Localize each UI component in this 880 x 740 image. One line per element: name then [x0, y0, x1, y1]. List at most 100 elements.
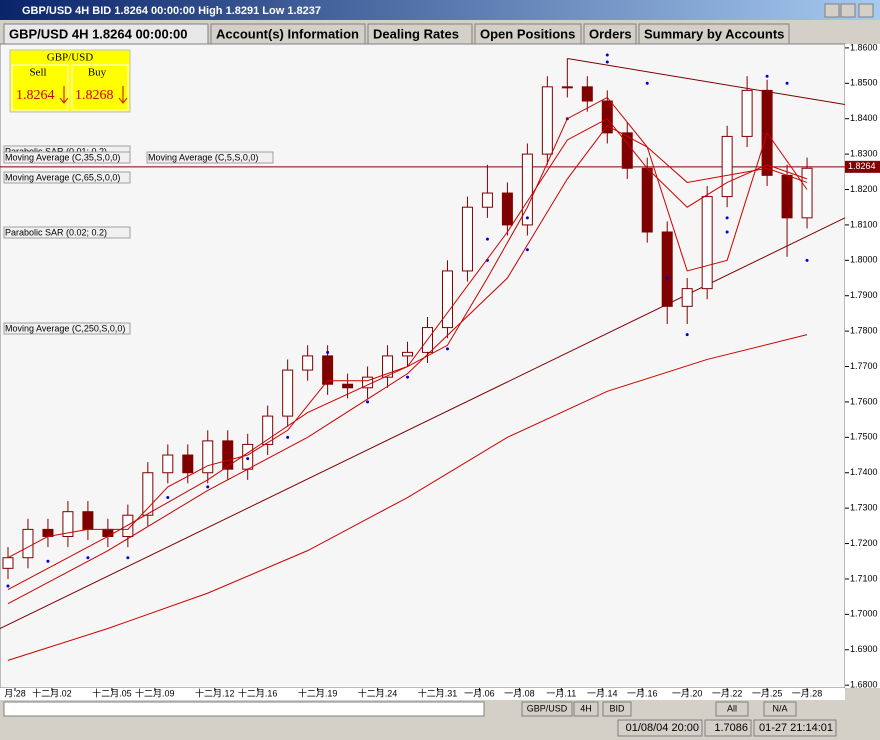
status-text: 1.7086	[714, 722, 748, 734]
sar-dot	[665, 276, 669, 280]
sar-dot	[86, 556, 90, 560]
candle-body	[62, 511, 74, 537]
x-tick-label: 一月.22	[712, 688, 743, 698]
close-button[interactable]	[858, 3, 874, 18]
sar-dot	[605, 53, 609, 57]
plot-area	[0, 43, 846, 689]
candle-body	[222, 440, 234, 470]
y-tick-label: 1.7800	[850, 326, 878, 336]
candle-body	[561, 86, 573, 89]
candle-body	[122, 514, 134, 537]
x-tick-label: 一月.14	[587, 688, 618, 698]
y-tick-label: 1.7900	[850, 290, 878, 300]
x-tick-label: 一月.11	[546, 688, 576, 698]
buy-button[interactable]	[71, 64, 129, 111]
x-tick-label: 一月.25	[752, 688, 783, 698]
toolbar-button[interactable]	[521, 701, 573, 717]
y-tick-label: 1.8200	[850, 184, 878, 194]
candle-body	[142, 472, 154, 516]
current-price-label: 1.8264	[848, 161, 876, 171]
candle-body	[322, 355, 334, 385]
y-tick-label: 1.7100	[850, 573, 878, 583]
tab-label: GBP/USD 4H 1.8264 00:00:00	[9, 26, 187, 41]
sell-arrow	[59, 86, 69, 104]
price-axis	[845, 44, 880, 688]
quote-symbol: GBP/USD	[47, 52, 94, 64]
tab-bar: GBP/USD 4H 1.8264 00:00:00 Account(s) Inf…	[3, 23, 790, 46]
candle-body	[162, 454, 174, 474]
indicator-label: Moving Average (C,65,S,0,0)	[5, 172, 120, 182]
sar-dot	[725, 216, 729, 220]
scrollbar[interactable]	[3, 701, 485, 717]
tab-label: Summary by Accounts	[644, 26, 784, 41]
candle-body	[182, 454, 194, 474]
candle-body	[801, 167, 813, 219]
indicator-label-bg[interactable]	[3, 151, 131, 164]
sar-dot	[525, 216, 529, 220]
candle-body	[2, 557, 14, 569]
candle-body	[541, 86, 553, 155]
y-tick-label: 1.8100	[850, 219, 878, 229]
tab-label: Orders	[589, 26, 632, 41]
indicator-label: Parabolic SAR (0.02; 0.2)	[5, 227, 107, 237]
sell-label: Sell	[29, 67, 46, 79]
indicator-label-bg[interactable]	[3, 171, 131, 184]
moving-average	[7, 96, 808, 559]
toolbar-button[interactable]	[602, 701, 632, 717]
candle-body	[382, 355, 394, 378]
y-tick-label: 1.8300	[850, 148, 878, 158]
candle-body	[202, 440, 214, 474]
sar-dot	[645, 81, 649, 85]
y-tick-label: 1.7000	[850, 609, 878, 619]
maximize-button[interactable]	[840, 3, 856, 18]
indicator-label: Moving Average (C,250,S,0,0)	[5, 323, 125, 333]
indicator-label: Moving Average (C,5,S,0,0)	[148, 152, 258, 162]
title-bar	[0, 0, 880, 20]
status-text: 01-27 21:14:01	[759, 722, 833, 734]
sar-dot	[126, 556, 130, 560]
current-price-marker	[845, 160, 880, 173]
indicator-label-bg[interactable]	[146, 151, 274, 164]
toolbar-button[interactable]	[573, 701, 599, 717]
tab-label: Open Positions	[480, 26, 575, 41]
indicator-label-bg[interactable]	[3, 322, 131, 335]
toolbar-button[interactable]	[763, 701, 797, 717]
sar-dot	[485, 237, 489, 241]
sar-dot	[725, 230, 729, 234]
candle-body	[521, 153, 533, 226]
indicator-label-bg[interactable]	[3, 226, 131, 239]
indicator-label: Moving Average (C,35,S,0,0)	[5, 152, 120, 162]
x-tick-label: 一月.28	[792, 688, 823, 698]
tab-label: Account(s) Information	[216, 26, 359, 41]
y-tick-label: 1.7700	[850, 361, 878, 371]
sar-dot	[765, 74, 769, 78]
y-tick-label: 1.7400	[850, 467, 878, 477]
toolbar-button[interactable]	[715, 701, 749, 717]
sar-dot	[445, 347, 449, 351]
y-tick-label: 1.6900	[850, 644, 878, 654]
moving-average	[7, 334, 808, 661]
buy-arrow	[118, 86, 128, 104]
x-tick-label: 一月.16	[627, 688, 658, 698]
x-tick-label: 十二月.05	[92, 687, 132, 698]
sell-button[interactable]	[11, 64, 69, 111]
x-tick-label: 一月.08	[504, 688, 535, 698]
quote-box: GBP/USD Sell Buy 1.8264 1.8268	[9, 49, 131, 113]
y-tick-label: 1.7600	[850, 396, 878, 406]
status-field	[753, 719, 837, 737]
y-tick-label: 1.8500	[850, 78, 878, 88]
y-tick-label: 1.7500	[850, 432, 878, 442]
sar-dot	[246, 457, 250, 461]
tab-label: Dealing Rates	[373, 26, 459, 41]
sar-dot	[6, 584, 10, 588]
moving-average	[7, 125, 808, 605]
minimize-button[interactable]	[824, 3, 840, 18]
status-field	[704, 719, 752, 737]
y-tick-label: 1.8400	[850, 113, 878, 123]
sar-dot	[46, 559, 50, 563]
toolbar-label: BID	[609, 703, 625, 713]
window-title: GBP/USD 4H BID 1.8264 00:00:00 High 1.82…	[22, 5, 321, 17]
candle-body	[82, 511, 94, 530]
